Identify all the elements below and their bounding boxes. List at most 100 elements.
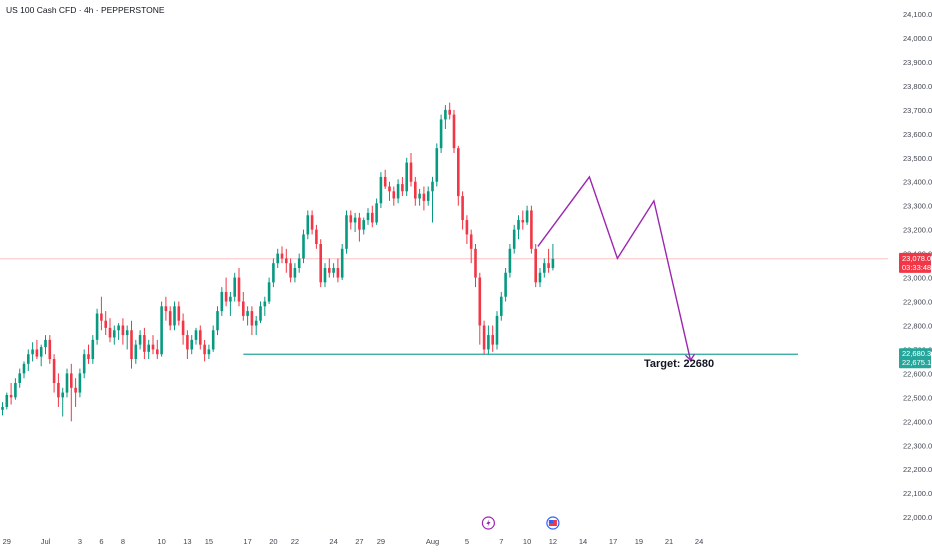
price-axis[interactable]: 24,100.0 24,000.0 23,900.0 23,800.0 23,700.0… xyxy=(903,10,932,522)
candle xyxy=(173,301,176,331)
time-axis-label: 8 xyxy=(121,537,125,546)
candle-body xyxy=(345,215,348,249)
candle-body xyxy=(259,306,262,321)
candle xyxy=(538,267,542,288)
candle-body xyxy=(504,272,507,297)
candle xyxy=(61,387,64,417)
candle-body xyxy=(491,335,494,345)
candle-body xyxy=(439,119,443,149)
candle xyxy=(156,339,159,360)
time-axis[interactable]: 29 Jul 3 6 8 10 13 15 17 20 22 24 27 29 Aug 5 7 10 12 14 17 1… xyxy=(3,516,704,546)
candle xyxy=(289,258,292,283)
candle-body xyxy=(280,253,284,259)
candle-body xyxy=(48,339,52,360)
candle xyxy=(242,291,245,321)
candle xyxy=(5,392,9,410)
target-price-bottom-value: 22,675.1 xyxy=(902,358,931,367)
candle xyxy=(108,318,112,343)
candle-body xyxy=(293,267,297,278)
candle-body xyxy=(323,267,327,283)
candle xyxy=(224,277,228,307)
candle xyxy=(323,263,327,288)
candle xyxy=(263,296,267,316)
candle xyxy=(280,246,284,264)
candle-body xyxy=(82,354,86,374)
candle xyxy=(551,244,555,271)
candle xyxy=(143,327,146,360)
candle xyxy=(194,327,198,345)
candle xyxy=(190,335,193,355)
candle-body xyxy=(328,267,331,273)
candle xyxy=(220,287,224,316)
guide-lines-layer xyxy=(0,258,888,355)
candle xyxy=(229,291,232,316)
price-axis-label: 22,200.0 xyxy=(903,465,932,474)
candle xyxy=(207,344,211,360)
candle xyxy=(319,239,322,288)
candle-body xyxy=(220,291,224,312)
candle xyxy=(508,244,512,278)
candle xyxy=(27,349,30,372)
candle xyxy=(504,267,507,302)
candle-body xyxy=(65,373,69,393)
candle xyxy=(418,188,421,206)
candle-body xyxy=(517,220,520,230)
candle xyxy=(366,208,370,225)
us-flag-event-icon[interactable] xyxy=(546,516,560,530)
price-axis-label: 23,000.0 xyxy=(903,274,932,283)
earnings-event-icon[interactable] xyxy=(481,516,495,530)
candle-body xyxy=(27,354,30,364)
candle xyxy=(375,198,378,225)
candle xyxy=(121,318,125,345)
candle-body xyxy=(487,335,490,350)
candle-body xyxy=(263,301,267,307)
candle xyxy=(482,320,486,355)
candle-body xyxy=(276,253,279,264)
candle-body xyxy=(164,306,168,312)
candle-body xyxy=(57,382,60,398)
candle xyxy=(117,323,120,340)
candle-body xyxy=(375,203,378,223)
candle xyxy=(362,217,365,235)
candle xyxy=(534,244,537,288)
target-label: Target: 22680 xyxy=(644,358,714,370)
candle-body xyxy=(35,349,39,357)
candle-body xyxy=(469,234,473,249)
candle-body xyxy=(431,181,434,192)
candle-body xyxy=(349,215,353,223)
candle-body xyxy=(530,210,533,249)
candle-body xyxy=(134,344,138,360)
candle-body xyxy=(525,210,529,223)
candle xyxy=(340,244,344,280)
candle-body xyxy=(297,258,301,268)
time-axis-label: 10 xyxy=(157,537,165,546)
price-axis-label: 22,000.0 xyxy=(903,513,932,522)
time-axis-label: 22 xyxy=(291,537,299,546)
candle-body xyxy=(362,220,365,230)
time-axis-label: 24 xyxy=(329,537,337,546)
candle-body xyxy=(190,339,193,350)
price-axis-label: 23,900.0 xyxy=(903,58,932,67)
time-axis-label: 3 xyxy=(78,537,82,546)
price-axis-label: 23,400.0 xyxy=(903,178,932,187)
candle xyxy=(181,313,185,345)
candle-body xyxy=(508,248,512,273)
candle xyxy=(203,339,206,362)
projection-path xyxy=(537,175,692,361)
candle xyxy=(543,258,546,278)
candle xyxy=(285,248,288,273)
candle xyxy=(547,248,550,273)
candle xyxy=(310,210,314,235)
candle-body xyxy=(448,109,451,115)
candle xyxy=(104,311,107,336)
candle-body xyxy=(409,162,413,182)
target-price-tag xyxy=(899,348,931,369)
candle-body xyxy=(121,325,125,336)
candle xyxy=(431,176,434,223)
candle-body xyxy=(74,387,77,393)
price-axis-label: 23,800.0 xyxy=(903,82,932,91)
candle xyxy=(491,325,494,352)
candle xyxy=(306,210,310,240)
